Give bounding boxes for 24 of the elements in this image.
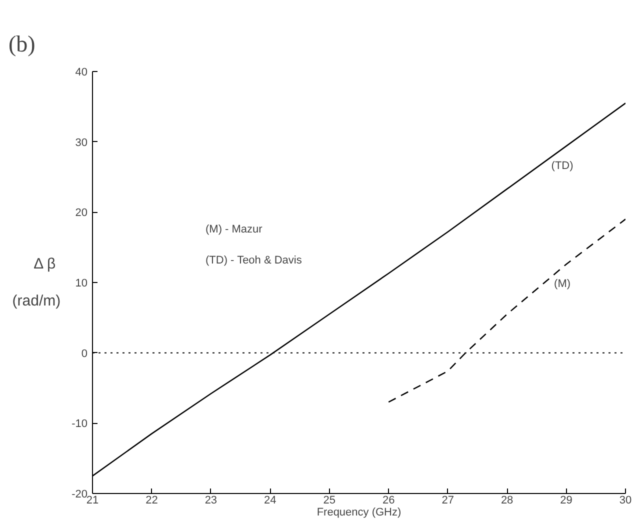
y-tick-label: -10 (72, 418, 88, 430)
x-tick-label: 26 (382, 494, 395, 506)
series-label: (TD) (551, 160, 574, 172)
x-tick-label: 29 (560, 494, 572, 506)
x-tick-label: 28 (500, 494, 514, 506)
x-tick-label: 25 (323, 494, 336, 506)
text: Δ β (rad/m) (12, 255, 61, 310)
y-tick-label: 20 (75, 207, 88, 220)
chart-title: (b) (8, 32, 36, 56)
y-tick-label: 10 (75, 278, 88, 290)
x-tick-label: 24 (264, 494, 276, 506)
annotation: (TD) - Teoh & Davis (206, 254, 302, 266)
x-tick-label: 27 (442, 494, 454, 506)
x-tick-label: 30 (619, 494, 632, 506)
x-tick-label: 21 (86, 494, 99, 506)
y-tick-label: 40 (75, 66, 88, 78)
x-tick-label: 22 (146, 494, 158, 506)
y-tick-label: 30 (75, 136, 88, 149)
y-tick-label: 0 (81, 348, 88, 360)
y-tick-label: -20 (72, 488, 88, 500)
x-tick-label: 23 (204, 494, 218, 506)
annotation: (M) - Mazur (206, 224, 263, 236)
x-axis-title: Frequency (GHz) (316, 506, 402, 518)
series-label: (M) (554, 278, 571, 290)
